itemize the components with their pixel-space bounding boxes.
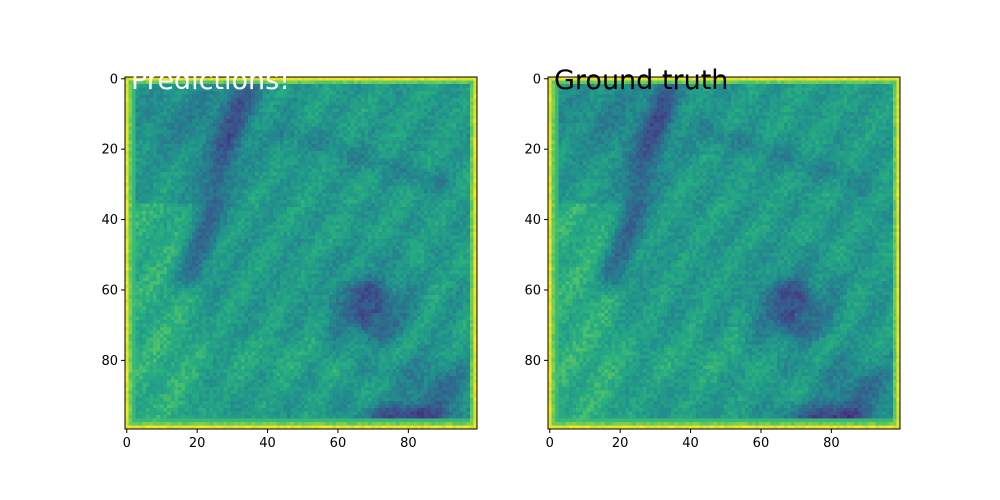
ground-truth-y-tick-label: 80 [524,354,541,369]
predictions-title: Predictions! [131,65,290,96]
ground-truth-x-tick-label: 60 [753,436,770,451]
predictions-x-tick-label: 60 [330,436,347,451]
ground-truth-y-tick-label: 0 [533,72,541,87]
ground-truth-y-tick-label: 20 [524,143,541,158]
predictions-x-tick-label: 40 [259,436,276,451]
ground-truth-axes-frame [547,76,901,430]
predictions-x-tick-label: 20 [189,436,206,451]
predictions-y-tick-label: 20 [101,143,118,158]
predictions-y-tick-label: 0 [110,72,118,87]
predictions-y-tick-label: 40 [101,213,118,228]
predictions-y-tick-label: 60 [101,283,118,298]
ground-truth-x-tick-label: 20 [612,436,629,451]
predictions-y-tick-label: 80 [101,354,118,369]
predictions-x-tick-label: 80 [400,436,417,451]
ground-truth-y-tick-label: 40 [524,213,541,228]
ground-truth-heatmap-image [548,77,901,430]
predictions-x-tick-label: 0 [123,436,131,451]
ground-truth-title: Ground truth [554,65,728,96]
ground-truth-x-tick-label: 40 [682,436,699,451]
predictions-heatmap-image [125,77,478,430]
ground-truth-x-tick-label: 80 [823,436,840,451]
ground-truth-panel: 0 20 40 60 80 0 20 40 60 80 Ground truth [524,65,901,451]
predictions-panel: 0 20 40 60 80 0 20 40 60 80 Predictions! [101,65,478,451]
ground-truth-x-tick-label: 0 [546,436,554,451]
ground-truth-y-tick-label: 60 [524,283,541,298]
predictions-axes-frame [124,76,478,430]
